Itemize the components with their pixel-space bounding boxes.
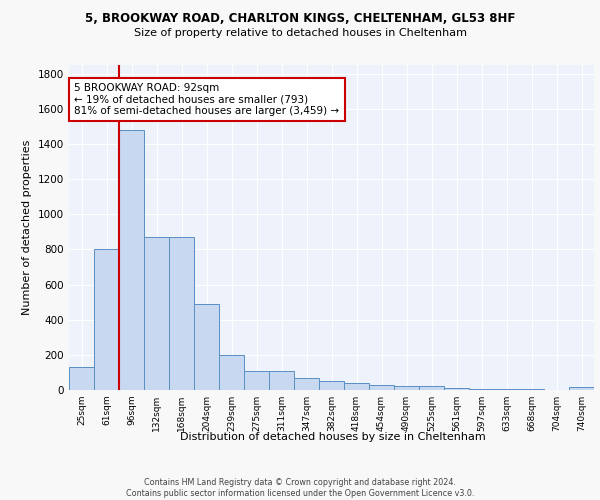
Text: 5, BROOKWAY ROAD, CHARLTON KINGS, CHELTENHAM, GL53 8HF: 5, BROOKWAY ROAD, CHARLTON KINGS, CHELTE… <box>85 12 515 26</box>
Bar <box>569 388 594 390</box>
Bar <box>219 355 244 390</box>
Text: Distribution of detached houses by size in Cheltenham: Distribution of detached houses by size … <box>180 432 486 442</box>
Text: 5 BROOKWAY ROAD: 92sqm
← 19% of detached houses are smaller (793)
81% of semi-de: 5 BROOKWAY ROAD: 92sqm ← 19% of detached… <box>74 83 340 116</box>
Bar <box>394 386 419 390</box>
Y-axis label: Number of detached properties: Number of detached properties <box>22 140 32 315</box>
Bar <box>494 389 519 390</box>
Bar <box>444 388 469 390</box>
Bar <box>69 367 94 390</box>
Bar <box>194 304 219 390</box>
Bar <box>94 250 119 390</box>
Bar <box>319 381 344 390</box>
Bar <box>469 388 494 390</box>
Text: Contains HM Land Registry data © Crown copyright and database right 2024.
Contai: Contains HM Land Registry data © Crown c… <box>126 478 474 498</box>
Bar <box>419 386 444 390</box>
Bar <box>294 378 319 390</box>
Bar <box>369 384 394 390</box>
Bar <box>344 383 369 390</box>
Bar <box>244 370 269 390</box>
Bar <box>269 370 294 390</box>
Bar <box>144 237 169 390</box>
Bar <box>169 237 194 390</box>
Bar <box>119 130 144 390</box>
Text: Size of property relative to detached houses in Cheltenham: Size of property relative to detached ho… <box>133 28 467 38</box>
